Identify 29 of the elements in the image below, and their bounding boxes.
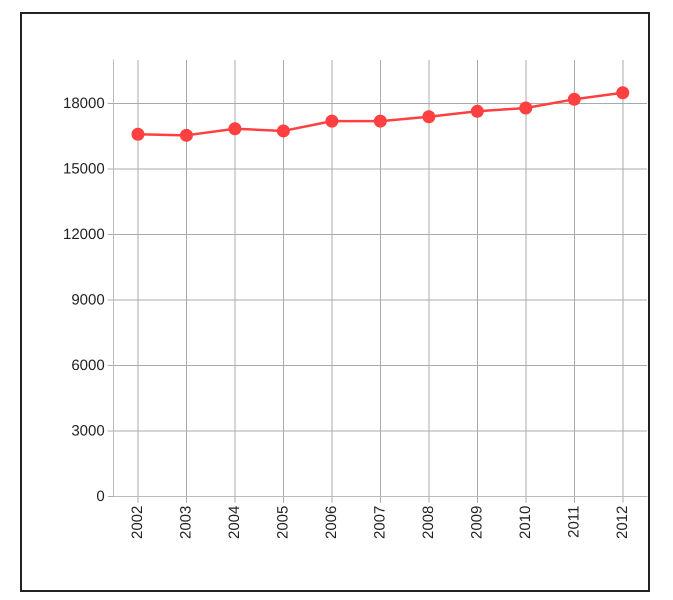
- y-tick-label: 18000: [62, 94, 105, 112]
- y-tick-label: 15000: [62, 160, 105, 178]
- point: [228, 122, 242, 136]
- point: [374, 114, 387, 128]
- point: [131, 128, 144, 141]
- x-tick-label: 2010: [516, 506, 534, 540]
- point: [180, 128, 193, 142]
- x-tick-label: 2006: [323, 506, 340, 540]
- x-tick-label: 2005: [274, 506, 292, 540]
- x-tick-label: 2009: [468, 506, 486, 540]
- x-tick-label: 2002: [129, 506, 146, 540]
- point: [616, 86, 630, 100]
- point: [276, 124, 290, 138]
- y-tick-label: 12000: [62, 226, 105, 243]
- y-tick-label: 6000: [71, 356, 105, 374]
- y-tick-label: 9000: [71, 291, 105, 308]
- y-tick-label: 0: [96, 488, 105, 505]
- point: [422, 110, 436, 124]
- point: [568, 92, 581, 106]
- point: [325, 114, 338, 128]
- x-tick-label: 2012: [614, 506, 631, 540]
- x-tick-label: 2011: [565, 506, 582, 538]
- x-tick-label: 2004: [226, 506, 244, 540]
- point: [519, 102, 532, 115]
- x-tick-label: 2008: [420, 506, 437, 540]
- point: [470, 104, 484, 118]
- x-tick-label: 2003: [178, 506, 195, 540]
- x-tick-label: 2007: [371, 506, 388, 540]
- y-tick-label: 3000: [71, 422, 105, 440]
